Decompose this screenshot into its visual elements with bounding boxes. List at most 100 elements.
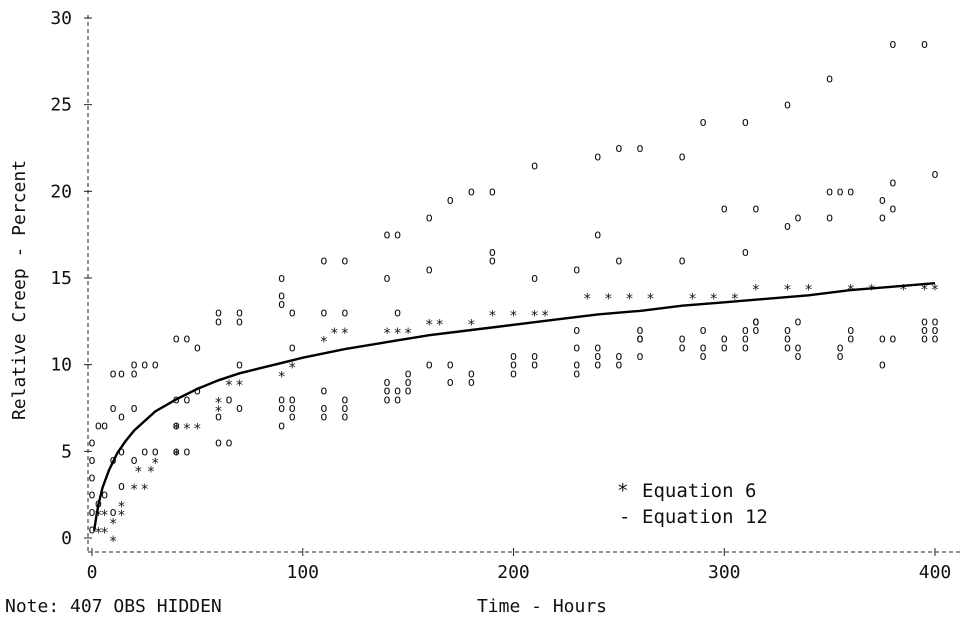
- observed-point: o: [289, 306, 296, 320]
- observed-point: o: [341, 306, 348, 320]
- observed-point: o: [573, 340, 580, 354]
- observed-point: o: [847, 323, 854, 337]
- observed-point: o: [889, 332, 896, 346]
- observed-point: o: [173, 418, 180, 432]
- equation-6-point: *: [509, 309, 517, 325]
- observed-point: o: [183, 392, 190, 406]
- y-tick-label: 0: [61, 528, 72, 549]
- observed-point: o: [173, 444, 180, 458]
- observed-point: o: [289, 340, 296, 354]
- observed-point: o: [215, 410, 222, 424]
- observed-point: o: [341, 254, 348, 268]
- observed-point: o: [236, 306, 243, 320]
- y-tick-label: 15: [50, 268, 72, 289]
- observed-point: o: [289, 392, 296, 406]
- observed-point: o: [152, 358, 159, 372]
- observed-point: o: [510, 358, 517, 372]
- observed-point: o: [194, 384, 201, 398]
- observed-point: o: [101, 418, 108, 432]
- equation-6-point: *: [151, 456, 159, 472]
- observed-point: o: [678, 340, 685, 354]
- observed-point: o: [88, 522, 95, 536]
- observed-point: o: [531, 158, 538, 172]
- observed-point: o: [615, 141, 622, 155]
- observed-point: o: [931, 167, 938, 181]
- equation-6-point: *: [393, 326, 401, 342]
- observed-point: o: [95, 418, 102, 432]
- observed-point: o: [118, 479, 125, 493]
- observed-point: o: [426, 358, 433, 372]
- x-tick-label: 200: [497, 562, 530, 583]
- equation-6-point: *: [868, 283, 876, 299]
- observed-point: o: [573, 323, 580, 337]
- observed-point: o: [405, 375, 412, 389]
- observed-point: o: [742, 245, 749, 259]
- equation-6-point: *: [94, 525, 102, 541]
- equation-6-point: *: [330, 326, 338, 342]
- equation-6-point: *: [404, 326, 412, 342]
- observed-point: o: [426, 262, 433, 276]
- observed-point: o: [742, 323, 749, 337]
- observed-point: o: [594, 358, 601, 372]
- observed-point: o: [394, 392, 401, 406]
- observed-point: o: [88, 470, 95, 484]
- observed-point: o: [236, 401, 243, 415]
- observed-point: o: [278, 401, 285, 415]
- observed-point: o: [215, 306, 222, 320]
- y-tick-label: 10: [50, 355, 72, 376]
- equation-6-point: *: [172, 447, 180, 463]
- y-ticks: 0 5 10 15 20 25 30: [50, 8, 92, 549]
- observed-point: o: [320, 401, 327, 415]
- observed-point: o: [742, 115, 749, 129]
- observed-point: o: [383, 392, 390, 406]
- observed-point: o: [468, 375, 475, 389]
- x-tick-label: 400: [919, 562, 952, 583]
- observed-point: o: [573, 358, 580, 372]
- observed-point: o: [752, 323, 759, 337]
- observed-point: o: [109, 401, 116, 415]
- observed-point: o: [826, 210, 833, 224]
- equation-6-point: *: [140, 482, 148, 498]
- observed-point: o: [615, 254, 622, 268]
- observed-point: o: [531, 349, 538, 363]
- equation-6-point: *: [214, 395, 222, 411]
- x-tick-label: 100: [286, 562, 319, 583]
- equation-6-point: *: [147, 465, 155, 481]
- equation-6-point: *: [899, 283, 907, 299]
- x-tick-label: 300: [708, 562, 741, 583]
- observed-point: o: [236, 358, 243, 372]
- observed-point: o: [278, 418, 285, 432]
- observed-point: o: [278, 392, 285, 406]
- observed-point: o: [678, 150, 685, 164]
- equation-6-points: *************** * **** ***** * * * ** * ** * * ** * * *…: [94, 283, 939, 550]
- observed-point: o: [88, 488, 95, 502]
- observed-point: o: [320, 306, 327, 320]
- equation-6-point: *: [931, 283, 939, 299]
- equation-6-point: *: [688, 291, 696, 307]
- observed-point: o: [700, 323, 707, 337]
- observed-point: o: [383, 271, 390, 285]
- equation-12-curve: [92, 282, 936, 532]
- observed-point: o: [700, 115, 707, 129]
- legend-symbol-equation-12: -: [619, 506, 630, 528]
- observed-point: o: [131, 401, 138, 415]
- observed-point: o: [320, 384, 327, 398]
- equation-6-point: *: [541, 309, 549, 325]
- observed-point: o: [784, 340, 791, 354]
- observed-point: o: [700, 340, 707, 354]
- equation-6-point: *: [646, 291, 654, 307]
- observed-point: o: [289, 401, 296, 415]
- observed-point: o: [489, 254, 496, 268]
- observed-point: o: [225, 436, 232, 450]
- observed-point: o: [573, 262, 580, 276]
- observed-point: o: [794, 340, 801, 354]
- equation-6-point: *: [530, 309, 538, 325]
- observed-point: o: [383, 375, 390, 389]
- observed-point: o: [678, 254, 685, 268]
- observed-point: o: [594, 349, 601, 363]
- observed-point: o: [889, 37, 896, 51]
- y-tick-label: 30: [50, 8, 72, 29]
- observed-point: o: [278, 271, 285, 285]
- observed-point: o: [489, 184, 496, 198]
- observed-point: o: [794, 349, 801, 363]
